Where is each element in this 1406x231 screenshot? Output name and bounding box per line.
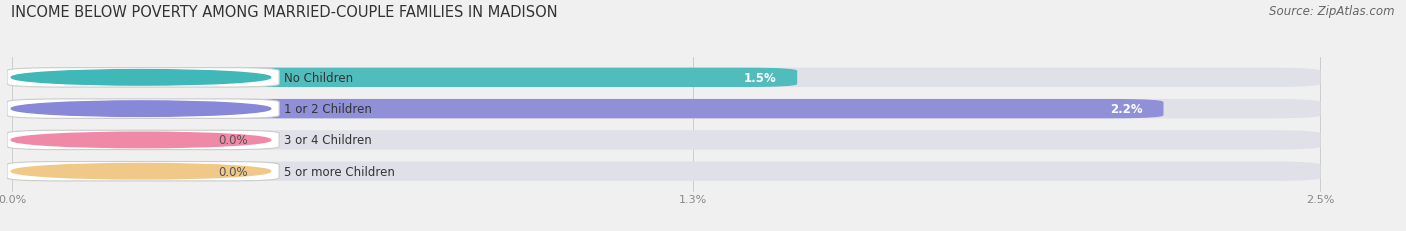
FancyBboxPatch shape: [13, 131, 1320, 150]
Text: Source: ZipAtlas.com: Source: ZipAtlas.com: [1270, 5, 1395, 18]
Text: 1 or 2 Children: 1 or 2 Children: [284, 103, 371, 116]
Text: 3 or 4 Children: 3 or 4 Children: [284, 134, 371, 147]
FancyBboxPatch shape: [13, 68, 797, 88]
FancyBboxPatch shape: [7, 100, 280, 119]
Circle shape: [11, 164, 271, 179]
FancyBboxPatch shape: [7, 131, 280, 150]
Text: INCOME BELOW POVERTY AMONG MARRIED-COUPLE FAMILIES IN MADISON: INCOME BELOW POVERTY AMONG MARRIED-COUPL…: [11, 5, 558, 20]
Text: 5 or more Children: 5 or more Children: [284, 165, 395, 178]
Text: 0.0%: 0.0%: [218, 134, 247, 147]
Circle shape: [11, 101, 271, 117]
FancyBboxPatch shape: [13, 100, 1320, 119]
FancyBboxPatch shape: [13, 68, 1320, 88]
FancyBboxPatch shape: [13, 162, 202, 181]
FancyBboxPatch shape: [13, 162, 1320, 181]
Text: 2.2%: 2.2%: [1109, 103, 1143, 116]
Text: 1.5%: 1.5%: [744, 72, 776, 85]
Text: 0.0%: 0.0%: [218, 165, 247, 178]
FancyBboxPatch shape: [7, 68, 280, 88]
Circle shape: [11, 133, 271, 148]
Circle shape: [11, 70, 271, 86]
FancyBboxPatch shape: [13, 131, 202, 150]
FancyBboxPatch shape: [7, 162, 280, 181]
Text: No Children: No Children: [284, 72, 353, 85]
FancyBboxPatch shape: [13, 100, 1164, 119]
